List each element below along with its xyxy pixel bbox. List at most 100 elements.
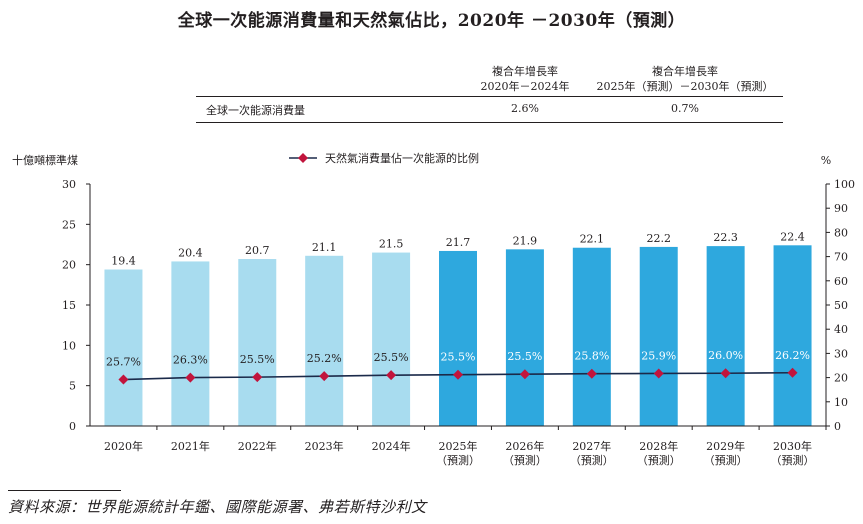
x-tick-label: 2027年 [572, 439, 611, 453]
bar-2025年 [439, 250, 477, 426]
share-marker [787, 367, 798, 378]
bar-group [104, 245, 812, 426]
share-marker [118, 374, 129, 385]
summary-rule-top [196, 96, 783, 97]
bar-2028年 [639, 246, 678, 426]
x-tick-label: 2023年 [305, 439, 344, 453]
summary-table: 複合年增長率 2020年－2024年 複合年增長率 2025年（預測）－2030… [0, 0, 863, 130]
line-series [118, 367, 798, 385]
right-tick-label: 0 [834, 420, 841, 433]
share-value-label: 25.5% [240, 353, 275, 366]
right-tick-label: 70 [834, 251, 848, 264]
left-tick-label: 25 [62, 218, 76, 231]
share-marker [720, 368, 731, 379]
source-rule [8, 490, 121, 491]
summary-header-1: 複合年增長率 2020年－2024年 [470, 64, 580, 94]
share-value-label: 26.2% [775, 349, 810, 362]
right-tick-label: 20 [834, 372, 848, 385]
bar-2020年 [104, 269, 143, 426]
share-value-label: 25.8% [574, 350, 609, 363]
bar-value-label: 22.2 [646, 232, 671, 245]
bar-value-label: 19.4 [111, 255, 136, 268]
right-tick-label: 80 [834, 226, 848, 239]
x-tick-note: （預測） [637, 453, 681, 467]
bar-value-label: 20.4 [178, 246, 203, 259]
x-tick-note: （預測） [503, 453, 547, 467]
share-value-label: 25.5% [441, 351, 476, 364]
share-marker [453, 369, 463, 380]
y-axis-title: 十億噸標準煤 [12, 153, 78, 167]
right-tick-label: 90 [834, 202, 848, 215]
bar-value-label: 20.7 [245, 244, 270, 257]
right-tick-label: 40 [834, 323, 848, 336]
x-tick-label: 2030年 [773, 439, 812, 453]
legend: 天然氣消費量佔一次能源的比例 [289, 151, 479, 165]
bar-value-label: 22.4 [780, 230, 805, 243]
share-marker [586, 368, 597, 379]
bar-value-label: 21.5 [379, 238, 404, 251]
share-marker [386, 370, 397, 381]
share-marker [319, 371, 330, 382]
x-tick-note: （預測） [436, 453, 480, 467]
bar-2022年 [238, 259, 277, 426]
x-tick-label: 2026年 [505, 439, 544, 453]
bar-value-label: 22.3 [713, 231, 738, 244]
x-tick-note: （預測） [704, 453, 748, 467]
summary-header-2-line1: 複合年增長率 [652, 65, 718, 78]
x-tick-label: 2022年 [238, 439, 277, 453]
x-tick-label: 2020年 [104, 439, 143, 453]
x-tick-label: 2029年 [706, 439, 745, 453]
summary-header-2-line2: 2025年（預測）－2030年（預測） [596, 80, 774, 93]
bar-value-label: 21.7 [446, 236, 471, 249]
right-tick-label: 50 [834, 299, 848, 312]
bar-2027年 [572, 247, 611, 426]
share-value-label: 25.9% [641, 349, 676, 362]
summary-header-1-line1: 複合年增長率 [492, 65, 558, 78]
bar-value-label: 22.1 [580, 233, 605, 246]
bar-value-label: 21.1 [312, 241, 337, 254]
bar-2024年 [372, 252, 411, 426]
share-value-label: 25.2% [307, 352, 342, 365]
summary-header-2: 複合年增長率 2025年（預測）－2030年（預測） [590, 64, 780, 94]
left-tick-label: 10 [62, 339, 76, 352]
bar-value-label: 21.9 [513, 234, 538, 247]
right-tick-label: 30 [834, 347, 848, 360]
share-value-label: 25.7% [106, 356, 141, 369]
share-marker [519, 369, 530, 380]
share-value-label: 25.5% [374, 351, 409, 364]
share-value-label: 26.0% [708, 349, 743, 362]
share-marker [185, 372, 196, 383]
legend-label: 天然氣消費量佔一次能源的比例 [325, 151, 479, 165]
source-note: 資料來源：世界能源統計年鑑、國際能源署、弗若斯特沙利文 [8, 498, 427, 516]
data-labels: 19.4 20.4 20.7 21.1 21.5 21.7 21.9 22.1 22.2 22.3… [106, 230, 810, 368]
share-value-label: 25.5% [507, 350, 542, 363]
x-tick-label: 2021年 [171, 439, 210, 453]
summary-rule-bottom [196, 122, 783, 123]
bar-2026年 [505, 249, 544, 426]
right-tick-label: 60 [834, 275, 848, 288]
share-marker [653, 368, 664, 379]
x-tick-note: （預測） [771, 453, 815, 467]
x-tick-note: （預測） [570, 453, 614, 467]
chart-title: 全球一次能源消費量和天然氣佔比，2020年 －2030年（預測） [177, 11, 686, 31]
summary-row-label: 全球一次能源消費量 [206, 104, 305, 117]
x-tick-label: 2024年 [372, 439, 411, 453]
bar-2029年 [706, 246, 745, 426]
x-tick-label: 2028年 [639, 439, 678, 453]
share-value-label: 26.3% [173, 354, 208, 367]
axes: 0 5 10 15 20 25 30 0 10 20 30 40 50 60 70 80 90 100 2020年 2… [12, 153, 855, 467]
share-marker [252, 372, 263, 383]
left-tick-label: 20 [62, 259, 76, 272]
bar-2021年 [171, 261, 210, 426]
left-tick-label: 15 [62, 299, 76, 312]
left-tick-label: 30 [62, 178, 76, 191]
bar-2023年 [305, 255, 344, 426]
summary-header-1-line2: 2020年－2024年 [480, 80, 570, 93]
right-tick-label: 10 [834, 396, 848, 409]
left-tick-label: 0 [69, 420, 76, 433]
legend-marker-swatch [298, 153, 308, 163]
x-tick-label: 2025年 [439, 439, 478, 453]
bar-2030年 [773, 245, 812, 426]
chart: 0 5 10 15 20 25 30 0 10 20 30 40 50 60 70 80 90 100 2020年 2… [12, 151, 855, 467]
y2-axis-title: % [821, 154, 831, 167]
